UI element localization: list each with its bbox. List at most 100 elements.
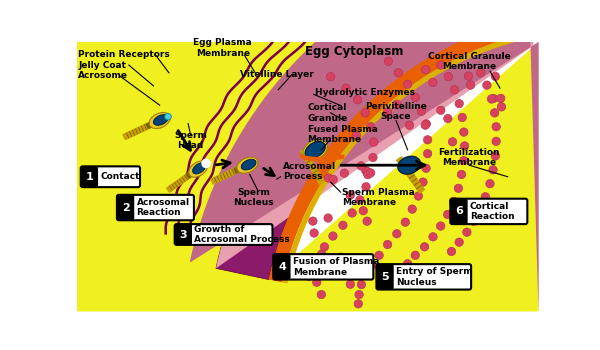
Circle shape bbox=[489, 166, 497, 174]
Ellipse shape bbox=[241, 159, 256, 170]
Circle shape bbox=[329, 232, 337, 240]
Circle shape bbox=[362, 270, 370, 279]
Circle shape bbox=[392, 230, 401, 238]
Circle shape bbox=[364, 170, 372, 179]
Circle shape bbox=[447, 247, 456, 256]
Polygon shape bbox=[282, 30, 545, 284]
Circle shape bbox=[317, 290, 326, 299]
Circle shape bbox=[481, 193, 490, 201]
Circle shape bbox=[411, 93, 419, 102]
Circle shape bbox=[311, 265, 319, 273]
Circle shape bbox=[370, 138, 378, 146]
FancyBboxPatch shape bbox=[451, 199, 527, 224]
Circle shape bbox=[325, 174, 333, 182]
FancyBboxPatch shape bbox=[274, 254, 290, 279]
Circle shape bbox=[356, 196, 364, 204]
Circle shape bbox=[164, 113, 171, 120]
Circle shape bbox=[476, 69, 485, 77]
Circle shape bbox=[357, 162, 365, 170]
Text: Contact: Contact bbox=[100, 172, 140, 181]
Circle shape bbox=[384, 57, 392, 65]
Circle shape bbox=[395, 267, 404, 276]
Circle shape bbox=[337, 253, 345, 261]
Circle shape bbox=[421, 243, 429, 251]
Circle shape bbox=[320, 243, 329, 251]
Circle shape bbox=[497, 103, 506, 111]
Circle shape bbox=[449, 197, 458, 206]
Ellipse shape bbox=[193, 163, 206, 174]
Ellipse shape bbox=[305, 142, 325, 158]
Polygon shape bbox=[300, 153, 344, 161]
Circle shape bbox=[353, 96, 362, 104]
Text: Cortical Granule
Membrane: Cortical Granule Membrane bbox=[428, 51, 511, 71]
Circle shape bbox=[375, 251, 383, 260]
FancyBboxPatch shape bbox=[81, 167, 98, 187]
Circle shape bbox=[491, 72, 500, 80]
Circle shape bbox=[417, 107, 425, 116]
Text: 6: 6 bbox=[455, 206, 463, 216]
Circle shape bbox=[308, 217, 317, 225]
Text: Sperm Plasma
Membrane: Sperm Plasma Membrane bbox=[342, 188, 415, 207]
Circle shape bbox=[338, 221, 347, 230]
Polygon shape bbox=[77, 16, 541, 312]
Circle shape bbox=[352, 131, 361, 140]
Circle shape bbox=[314, 253, 323, 262]
Circle shape bbox=[454, 184, 463, 192]
Circle shape bbox=[326, 72, 335, 81]
Text: Acrosomal
Process: Acrosomal Process bbox=[283, 162, 336, 181]
Text: Jelly Coat: Jelly Coat bbox=[78, 61, 126, 70]
Text: 3: 3 bbox=[180, 230, 187, 239]
Circle shape bbox=[363, 217, 371, 225]
Circle shape bbox=[476, 205, 484, 214]
Circle shape bbox=[424, 135, 432, 144]
Text: Acrosome: Acrosome bbox=[78, 71, 128, 80]
Circle shape bbox=[443, 114, 452, 123]
Circle shape bbox=[361, 166, 370, 175]
Circle shape bbox=[429, 233, 437, 241]
Polygon shape bbox=[216, 0, 541, 280]
Circle shape bbox=[436, 61, 445, 69]
Text: 1: 1 bbox=[86, 172, 94, 182]
Circle shape bbox=[346, 191, 355, 200]
Circle shape bbox=[486, 180, 494, 188]
Text: 2: 2 bbox=[122, 203, 130, 212]
Circle shape bbox=[422, 120, 431, 128]
Circle shape bbox=[363, 167, 371, 176]
Circle shape bbox=[470, 217, 478, 226]
Circle shape bbox=[342, 84, 350, 92]
Circle shape bbox=[482, 81, 491, 89]
Circle shape bbox=[421, 65, 430, 74]
Text: Hydrolytic Enzymes: Hydrolytic Enzymes bbox=[315, 88, 415, 97]
Circle shape bbox=[361, 108, 370, 117]
Text: Fused Plasma
Membrane: Fused Plasma Membrane bbox=[308, 125, 377, 144]
Circle shape bbox=[317, 250, 326, 258]
Ellipse shape bbox=[154, 115, 168, 125]
Circle shape bbox=[419, 178, 427, 186]
Text: Acrosomal
Reaction: Acrosomal Reaction bbox=[137, 198, 190, 217]
Circle shape bbox=[202, 159, 211, 168]
Circle shape bbox=[403, 260, 412, 268]
Circle shape bbox=[464, 72, 473, 80]
Circle shape bbox=[492, 122, 500, 131]
Circle shape bbox=[489, 94, 497, 103]
Circle shape bbox=[451, 85, 459, 94]
Circle shape bbox=[428, 78, 437, 86]
Circle shape bbox=[422, 164, 430, 173]
Text: Entry of Sperm
Nucleus: Entry of Sperm Nucleus bbox=[396, 267, 473, 287]
Circle shape bbox=[383, 240, 392, 249]
Circle shape bbox=[310, 229, 319, 237]
Polygon shape bbox=[190, 0, 539, 312]
FancyBboxPatch shape bbox=[377, 265, 394, 289]
Text: 4: 4 bbox=[278, 262, 286, 272]
Text: Cortical
Granule: Cortical Granule bbox=[308, 103, 348, 122]
Text: Cortical
Reaction: Cortical Reaction bbox=[470, 202, 515, 221]
FancyBboxPatch shape bbox=[175, 224, 192, 245]
Circle shape bbox=[324, 214, 332, 222]
Circle shape bbox=[403, 80, 412, 89]
FancyBboxPatch shape bbox=[273, 254, 373, 280]
FancyBboxPatch shape bbox=[451, 199, 467, 224]
Circle shape bbox=[455, 238, 463, 246]
Circle shape bbox=[490, 108, 499, 117]
FancyBboxPatch shape bbox=[118, 195, 134, 220]
Polygon shape bbox=[216, 0, 539, 312]
